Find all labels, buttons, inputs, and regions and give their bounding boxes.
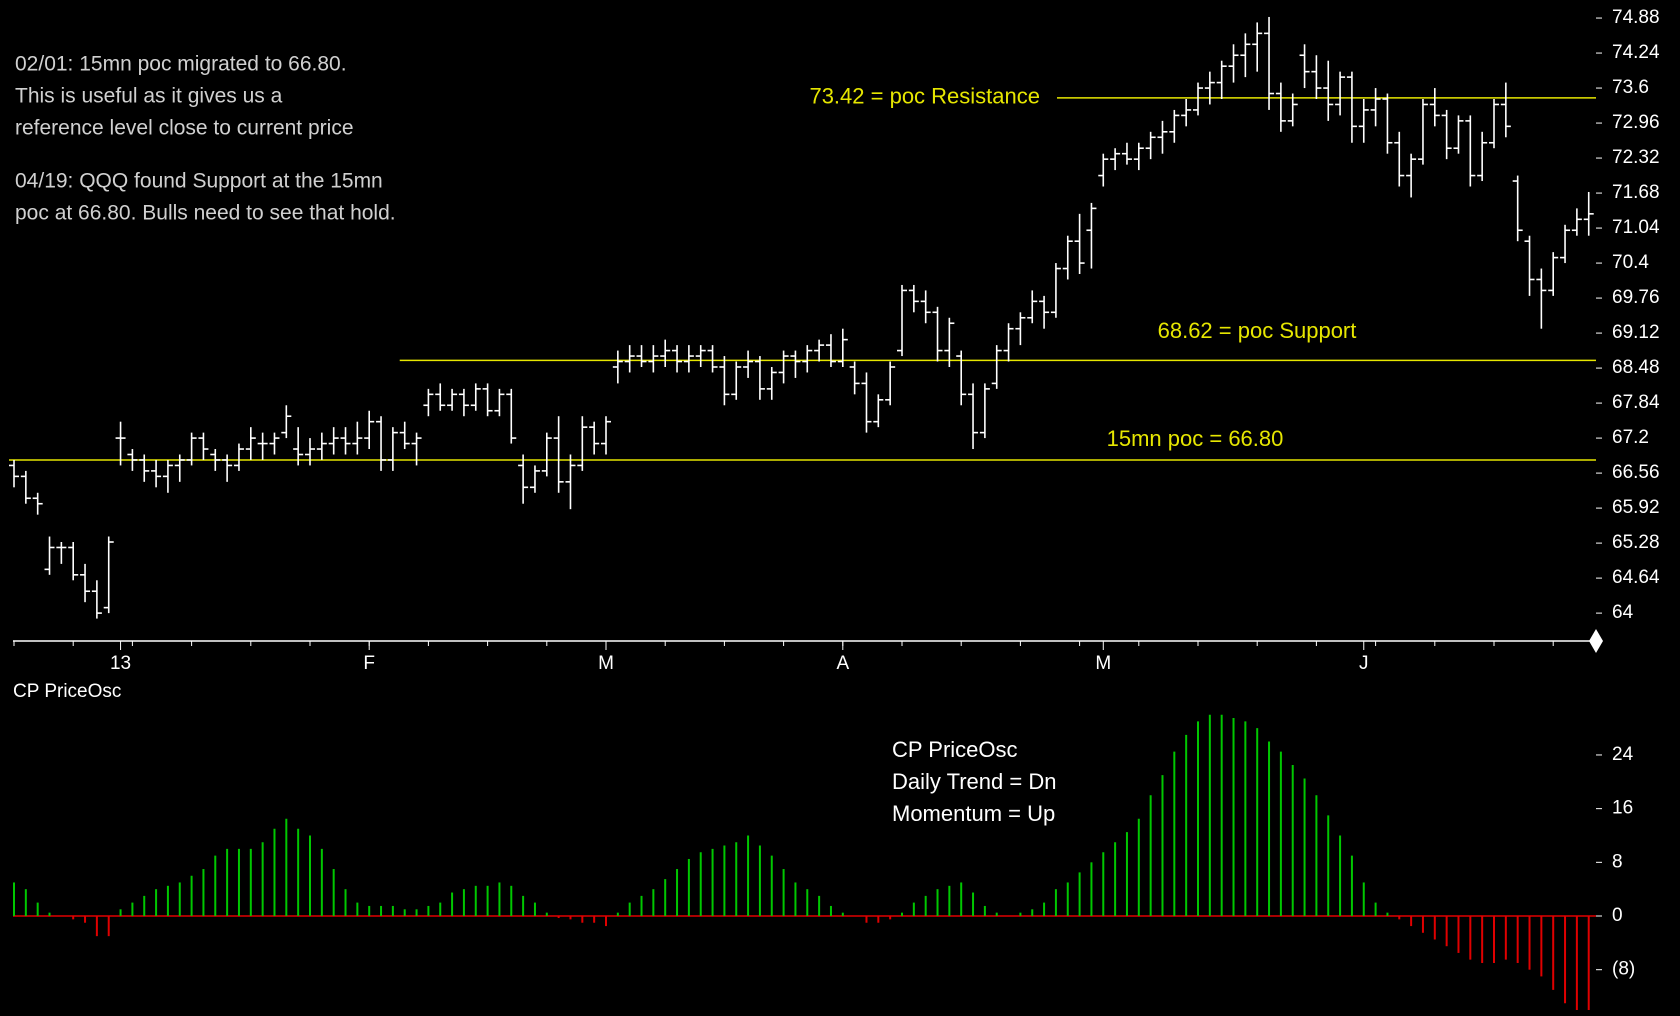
- osc-tick-label: 0: [1612, 905, 1623, 926]
- note-text: poc at 66.80. Bulls need to see that hol…: [15, 202, 396, 225]
- y-tick-label: 74.88: [1612, 7, 1660, 28]
- x-tick-label: A: [836, 653, 849, 674]
- y-tick-label: 69.76: [1612, 287, 1660, 308]
- note-text: 04/19: QQQ found Support at the 15mn: [15, 170, 383, 193]
- y-tick-label: 74.24: [1612, 42, 1660, 63]
- y-tick-label: 71.68: [1612, 182, 1660, 203]
- y-tick-label: 64: [1612, 602, 1634, 623]
- level-label: 73.42 = poc Resistance: [809, 84, 1040, 109]
- x-tick-label: 13: [110, 653, 131, 674]
- osc-tick-label: 24: [1612, 744, 1634, 765]
- x-tick-label: M: [1095, 653, 1111, 674]
- y-tick-label: 69.12: [1612, 322, 1660, 343]
- x-tick-label: F: [363, 653, 375, 674]
- osc-panel-title: CP PriceOsc: [13, 681, 121, 702]
- y-tick-label: 71.04: [1612, 217, 1660, 238]
- y-tick-label: 72.32: [1612, 147, 1660, 168]
- y-tick-label: 73.6: [1612, 77, 1649, 98]
- osc-tick-label: 16: [1612, 798, 1633, 819]
- y-tick-label: 70.4: [1612, 252, 1649, 273]
- y-tick-label: 67.84: [1612, 392, 1660, 413]
- level-label: 68.62 = poc Support: [1158, 318, 1357, 343]
- note-text: reference level close to current price: [15, 117, 354, 140]
- y-tick-label: 68.48: [1612, 357, 1660, 378]
- osc-legend: Daily Trend = Dn: [892, 769, 1056, 794]
- y-tick-label: 65.28: [1612, 532, 1660, 553]
- x-tick-label: M: [598, 653, 614, 674]
- osc-tick-label: 8: [1612, 851, 1623, 872]
- y-tick-label: 72.96: [1612, 112, 1660, 133]
- osc-tick-label: (8): [1612, 959, 1635, 980]
- note-text: 02/01: 15mn poc migrated to 66.80.: [15, 53, 347, 76]
- end-marker: [1589, 629, 1603, 653]
- y-tick-label: 66.56: [1612, 462, 1660, 483]
- y-tick-label: 65.92: [1612, 497, 1660, 518]
- note-text: This is useful as it gives us a: [15, 85, 283, 108]
- level-label: 15mn poc = 66.80: [1107, 426, 1284, 451]
- osc-legend: CP PriceOsc: [892, 737, 1018, 762]
- x-tick-label: J: [1359, 653, 1369, 674]
- osc-legend: Momentum = Up: [892, 801, 1055, 826]
- y-tick-label: 64.64: [1612, 567, 1660, 588]
- y-tick-label: 67.2: [1612, 427, 1649, 448]
